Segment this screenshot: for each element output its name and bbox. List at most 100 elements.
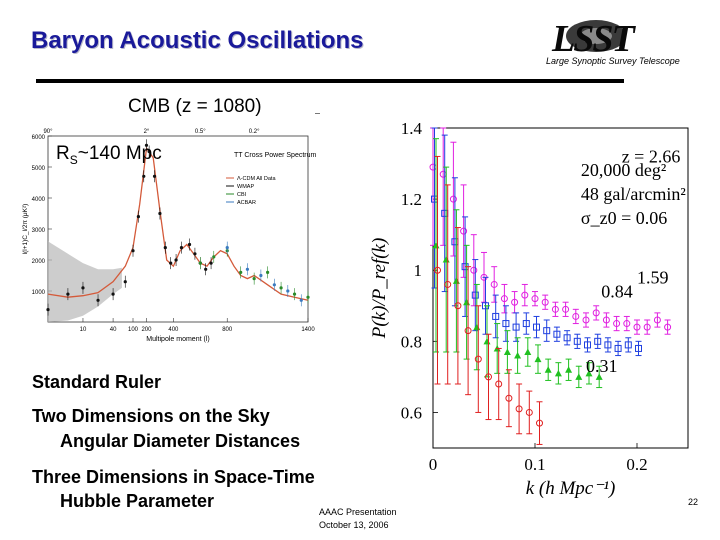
bao-point [474, 355, 482, 363]
bao-point [500, 295, 508, 303]
bao-point [515, 405, 523, 413]
cmb-wmap-point [81, 286, 85, 290]
cmb-ytick-label: 3000 [32, 228, 46, 234]
bao-point [442, 256, 450, 263]
bao-point [541, 298, 549, 306]
bao-annotation: 48 gal/arcmin² [581, 184, 686, 204]
bao-point [531, 295, 539, 303]
cmb-ytick-label: 4000 [32, 197, 46, 203]
cmb-wmap-point [142, 174, 146, 178]
cmb-wmap-point [46, 308, 50, 312]
bao-point [594, 337, 602, 345]
bao-point [452, 277, 460, 284]
footer-presentation: AAAC Presentation [319, 507, 397, 517]
rs-subscript: S [69, 152, 78, 167]
cmb-acbar-point [245, 267, 250, 271]
bao-point [544, 366, 552, 373]
cmb-wmap-point [96, 298, 100, 302]
dash-mark [315, 113, 320, 114]
bao-point [624, 341, 632, 349]
title-underline [36, 79, 624, 83]
cmb-cbi-point [252, 277, 256, 281]
cmb-acbar-point [225, 246, 229, 250]
cmb-wmap-point [209, 261, 213, 265]
cmb-xtick-label: 800 [222, 327, 233, 333]
cmb-wmap-point [204, 267, 208, 271]
bao-series-label: 1.59 [637, 267, 669, 287]
cmb-xtick-label: 10 [80, 327, 87, 333]
logo-text: LSST [551, 18, 636, 60]
cmb-xtick-label: 40 [110, 327, 117, 333]
bao-point [485, 373, 492, 381]
bao-ytick-label: 1.2 [401, 190, 422, 209]
cmb-cbi-point [266, 270, 270, 274]
bao-plot-layer: 0.6 0.8 1 1.2 1.4 0 0.1 0.2 k (h Mpc⁻¹) P(k)/P_re… [369, 119, 689, 499]
cmb-cbi-point [239, 270, 243, 274]
bao-point [524, 348, 532, 355]
bao-point [444, 280, 452, 288]
cmb-top-axis-label: 0.5° [195, 129, 206, 135]
rs-value: ~140 Mpc [77, 143, 162, 164]
cmb-yaxis-title: l(l+1)C_l/2π (μK²) [22, 204, 29, 255]
bao-point [505, 394, 513, 402]
cmb-top-axis-label: 0.2° [249, 129, 260, 135]
bao-point [643, 323, 651, 331]
bao-point [554, 369, 562, 377]
bao-point [604, 341, 612, 349]
bao-point [463, 298, 471, 306]
bao-point [514, 352, 522, 359]
bao-point [533, 323, 540, 331]
cmb-wmap-point [169, 261, 173, 265]
cmb-acbar-point [272, 283, 276, 287]
bao-point [664, 323, 672, 331]
cmb-wmap-point [136, 215, 140, 219]
bao-point [623, 320, 631, 328]
cmb-xtick-label: 100 [128, 327, 139, 333]
bao-point [635, 344, 642, 352]
bao-point [521, 291, 529, 299]
cmb-legend-entry: Λ-CDM All Data [237, 176, 276, 182]
bao-point [553, 330, 561, 338]
cmb-acbar-point [259, 273, 263, 278]
footer-date: October 13, 2006 [319, 520, 389, 530]
bao-point [512, 323, 520, 331]
cmb-ytick-label: 5000 [32, 166, 46, 172]
bao-yaxis-title: P(k)/P_ref(k) [369, 238, 390, 340]
bao-ytick-label: 0.8 [401, 332, 422, 351]
bao-point [511, 298, 519, 306]
cmb-legend-entry: ACBAR [237, 200, 256, 206]
bullet-angular-distances: Angular Diameter Distances [60, 431, 301, 451]
bao-ytick-label: 1.4 [401, 119, 423, 138]
bao-point [454, 302, 462, 310]
bao-xtick-label: 0.2 [626, 455, 647, 474]
bao-power-ratio-chart: 0.6 0.8 1 1.2 1.4 0 0.1 0.2 k (h Mpc⁻¹) P(k)/P_re… [369, 119, 689, 499]
cmb-legend-entry: WMAP [237, 184, 254, 190]
cmb-acbar-point [299, 298, 303, 302]
bao-series-label: 0.31 [586, 356, 618, 376]
cmb-model-curve [47, 146, 309, 301]
cmb-legend-entry: CBI [237, 192, 247, 198]
cmb-label: CMB (z = 1080) [128, 96, 262, 117]
bao-point [495, 380, 503, 388]
bullet-two-dimensions: Two Dimensions on the Sky [32, 406, 270, 426]
bao-point [614, 344, 622, 352]
cmb-xtick-label: 400 [168, 327, 179, 333]
bao-point [602, 316, 610, 324]
bao-point [543, 327, 551, 335]
bao-point [565, 366, 573, 373]
cmb-cbi-point [279, 286, 283, 290]
bao-point [470, 266, 478, 274]
page-number: 22 [688, 497, 699, 507]
bao-point [460, 227, 468, 235]
bao-point [582, 316, 590, 324]
cmb-wmap-point [158, 211, 162, 216]
bao-point [572, 312, 580, 320]
bao-series-label: z = 2.66 [622, 146, 681, 166]
bao-xtick-label: 0 [429, 455, 438, 474]
bao-annotation: σ_z0 = 0.06 [581, 208, 667, 228]
bao-point [490, 280, 498, 288]
bao-point [592, 309, 600, 317]
cmb-wmap-point [152, 174, 157, 178]
logo-galaxy-core [580, 28, 612, 44]
cmb-xtick-label: 200 [141, 327, 152, 333]
